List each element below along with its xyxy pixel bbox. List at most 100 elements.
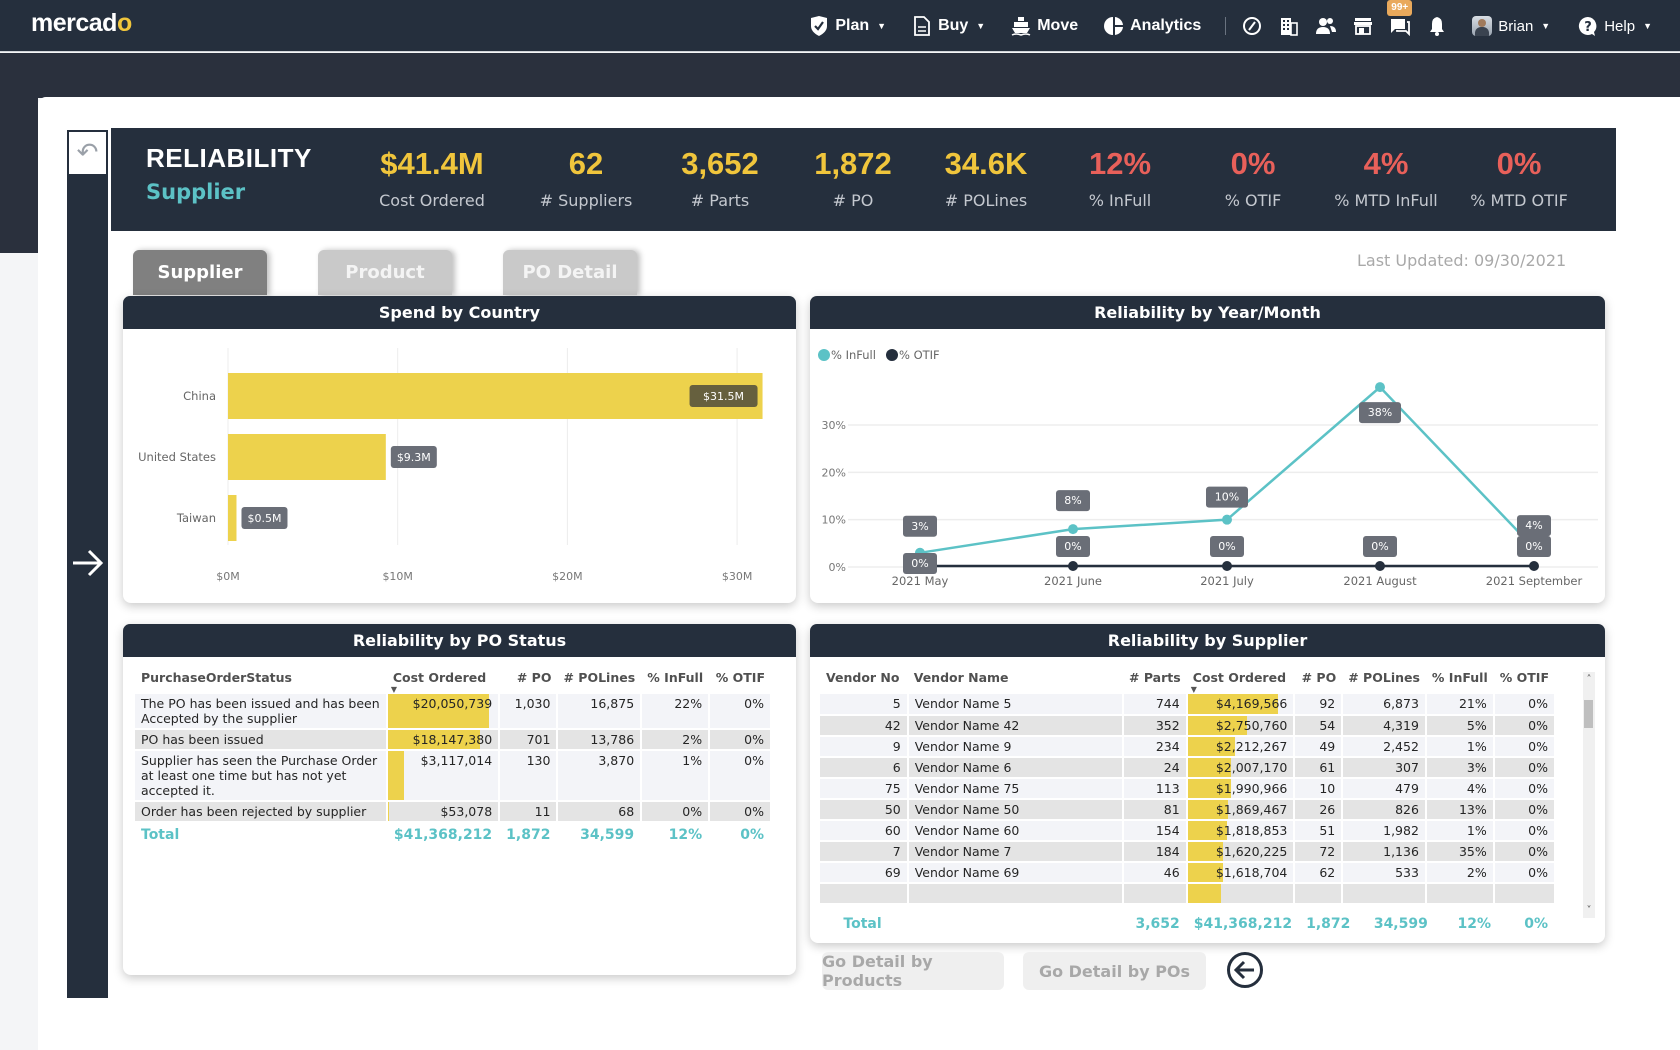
data-bar bbox=[387, 730, 480, 749]
row-cost: $1,990,966 bbox=[1186, 778, 1296, 800]
nav-plan[interactable]: Plan ▼ bbox=[809, 16, 886, 36]
col-header-otif[interactable]: % OTIF bbox=[1499, 669, 1549, 685]
col-header-polines[interactable]: # POLines bbox=[563, 669, 636, 685]
row-vendor-no-text: 9 bbox=[892, 739, 901, 754]
tab-supplier[interactable]: Supplier bbox=[133, 250, 267, 295]
row-cost: $2,007,170 bbox=[1186, 757, 1296, 779]
chat-icon[interactable]: 99+ bbox=[1387, 0, 1413, 37]
scroll-down-icon[interactable]: ˅ bbox=[1586, 905, 1592, 916]
data-point[interactable] bbox=[1068, 524, 1078, 535]
scroll-up-icon[interactable]: ˄ bbox=[1586, 674, 1592, 685]
total-label: Total bbox=[135, 822, 388, 847]
data-point[interactable] bbox=[1068, 561, 1078, 571]
bar-taiwan[interactable] bbox=[228, 495, 237, 541]
go-detail-products-button[interactable]: Go Detail by Products bbox=[822, 952, 1004, 990]
undo-icon[interactable]: ↶ bbox=[69, 132, 106, 174]
reliability-by-month-card bbox=[810, 296, 1605, 603]
table-row[interactable]: 7 Vendor Name 7 184 $1,620,225 72 1,136 35% 0% bbox=[820, 841, 1557, 863]
data-point[interactable] bbox=[1222, 514, 1232, 525]
col-header-cost[interactable]: Cost Ordered ▼ bbox=[1187, 660, 1295, 695]
x-tick-label: 2021 May bbox=[892, 574, 949, 588]
data-point[interactable] bbox=[1375, 382, 1385, 393]
supplier-table-scrollbar[interactable]: ˄ ˅ bbox=[1583, 672, 1595, 918]
col-header-vendor-name[interactable]: Vendor Name bbox=[913, 669, 1009, 685]
logo-text: mercad bbox=[31, 9, 117, 37]
table-row[interactable]: Order has been rejected by supplier $53,0… bbox=[135, 801, 772, 823]
table-row[interactable]: PO has been issued $18,147,380 701 13,786 2%… bbox=[135, 729, 772, 751]
col-header-infull[interactable]: % InFull bbox=[1431, 669, 1488, 685]
data-label: 3% bbox=[911, 520, 928, 533]
help-menu[interactable]: ? Help ▼ bbox=[1578, 16, 1652, 36]
nav-analytics[interactable]: Analytics bbox=[1104, 16, 1201, 36]
table-row[interactable]: 6 Vendor Name 6 24 $2,007,170 61 307 3% 0% bbox=[820, 757, 1557, 779]
nav-move[interactable]: Move bbox=[1011, 16, 1078, 36]
row-polines-text: 826 bbox=[1395, 802, 1419, 817]
row-parts-text: 352 bbox=[1155, 718, 1180, 733]
back-arrow-icon[interactable] bbox=[1227, 952, 1263, 988]
arrow-right-icon[interactable] bbox=[70, 545, 106, 581]
data-point[interactable] bbox=[1375, 561, 1385, 571]
row-otif-text: 0% bbox=[744, 804, 764, 819]
col-header-po[interactable]: # PO bbox=[1301, 669, 1337, 685]
col-header-polines[interactable]: # POLines bbox=[1348, 669, 1420, 685]
scrollbar-thumb[interactable] bbox=[1584, 700, 1593, 728]
supplier-total-table: Total 3,652 $41,368,212 1,872 34,599 12%… bbox=[820, 912, 1556, 936]
table-row[interactable] bbox=[820, 883, 1557, 905]
row-otif-text: 0% bbox=[744, 753, 764, 768]
nav-right: Plan ▼ Buy ▼ Move Analytics 99+ Brian ▼ ? H… bbox=[783, 0, 1652, 52]
bar-united-states[interactable] bbox=[228, 434, 386, 480]
row-vendor-name-text: Vendor Name 69 bbox=[914, 865, 1020, 880]
data-point[interactable] bbox=[1529, 561, 1539, 571]
building-icon[interactable] bbox=[1278, 15, 1300, 37]
table-row[interactable]: The PO has been issued and has been Acce… bbox=[135, 694, 772, 730]
col-header-infull[interactable]: % InFull bbox=[647, 669, 704, 685]
table-row[interactable]: 60 Vendor Name 60 154 $1,818,853 51 1,982 1% 0% bbox=[820, 820, 1557, 842]
table-row[interactable]: 50 Vendor Name 50 81 $1,869,467 26 826 13% 0% bbox=[820, 799, 1557, 821]
row-vendor-no-text: 75 bbox=[884, 781, 901, 796]
col-header-po[interactable]: # PO bbox=[516, 669, 552, 685]
table-row[interactable]: 5 Vendor Name 5 744 $4,169,566 92 6,873 21% 0% bbox=[820, 694, 1557, 716]
tab-po-detail[interactable]: PO Detail bbox=[503, 250, 637, 295]
col-header-cost[interactable]: Cost Ordered ▼ bbox=[387, 660, 499, 695]
col-header-parts[interactable]: # Parts bbox=[1129, 669, 1181, 685]
nav-buy-label: Buy bbox=[938, 17, 969, 34]
bar-china[interactable] bbox=[228, 373, 763, 419]
row-status: Supplier has seen the Purchase Order at … bbox=[135, 750, 388, 802]
caret-down-icon: ▼ bbox=[976, 21, 986, 31]
nav-move-label: Move bbox=[1037, 17, 1079, 34]
user-menu[interactable]: Brian ▼ bbox=[1472, 16, 1550, 36]
dashboard-gauge-icon[interactable] bbox=[1241, 15, 1263, 37]
table-row[interactable]: 9 Vendor Name 9 234 $2,212,267 49 2,452 1% 0% bbox=[820, 736, 1557, 758]
supplier-table-viewport[interactable]: Vendor No Vendor Name # Parts Cost Order… bbox=[820, 660, 1560, 912]
col-header-otif[interactable]: % OTIF bbox=[715, 669, 765, 685]
col-header-status[interactable]: PurchaseOrderStatus bbox=[141, 669, 292, 685]
nav-buy[interactable]: Buy ▼ bbox=[912, 16, 985, 36]
table-row[interactable]: 42 Vendor Name 42 352 $2,750,760 54 4,319 5% 0% bbox=[820, 715, 1557, 737]
table-row[interactable]: Supplier has seen the Purchase Order at … bbox=[135, 750, 772, 802]
row-cost: $2,212,267 bbox=[1186, 736, 1296, 758]
bell-icon[interactable] bbox=[1426, 15, 1448, 37]
legend-marker bbox=[818, 349, 830, 361]
data-label: 0% bbox=[1218, 540, 1235, 553]
notification-badge: 99+ bbox=[1387, 0, 1413, 16]
legend-label[interactable]: % InFull bbox=[831, 348, 876, 362]
row-po-text: 72 bbox=[1319, 844, 1336, 859]
mercado-logo[interactable]: mercado bbox=[31, 9, 132, 38]
col-header-vendor-no[interactable]: Vendor No bbox=[826, 669, 900, 685]
row-vendor-name bbox=[907, 883, 1124, 905]
data-label: 0% bbox=[1371, 540, 1388, 553]
tab-product[interactable]: Product bbox=[318, 250, 452, 295]
go-detail-pos-button[interactable]: Go Detail by POs bbox=[1023, 952, 1206, 990]
table-row[interactable]: 69 Vendor Name 69 46 $1,618,704 62 533 2% 0% bbox=[820, 862, 1557, 884]
row-otif: 0% bbox=[709, 694, 772, 730]
legend-label[interactable]: % OTIF bbox=[899, 348, 940, 362]
data-point[interactable] bbox=[1222, 561, 1232, 571]
users-icon[interactable] bbox=[1315, 15, 1337, 37]
row-infull-text: 2% bbox=[1466, 865, 1487, 880]
kpi-label: # POLines bbox=[944, 191, 1028, 210]
store-icon[interactable] bbox=[1352, 15, 1374, 37]
row-otif-text: 0% bbox=[1528, 718, 1548, 733]
table-row[interactable]: 75 Vendor Name 75 113 $1,990,966 10 479 4% 0% bbox=[820, 778, 1557, 800]
row-cost-text: $2,212,267 bbox=[1215, 739, 1288, 754]
x-tick-label: 2021 July bbox=[1200, 574, 1254, 588]
